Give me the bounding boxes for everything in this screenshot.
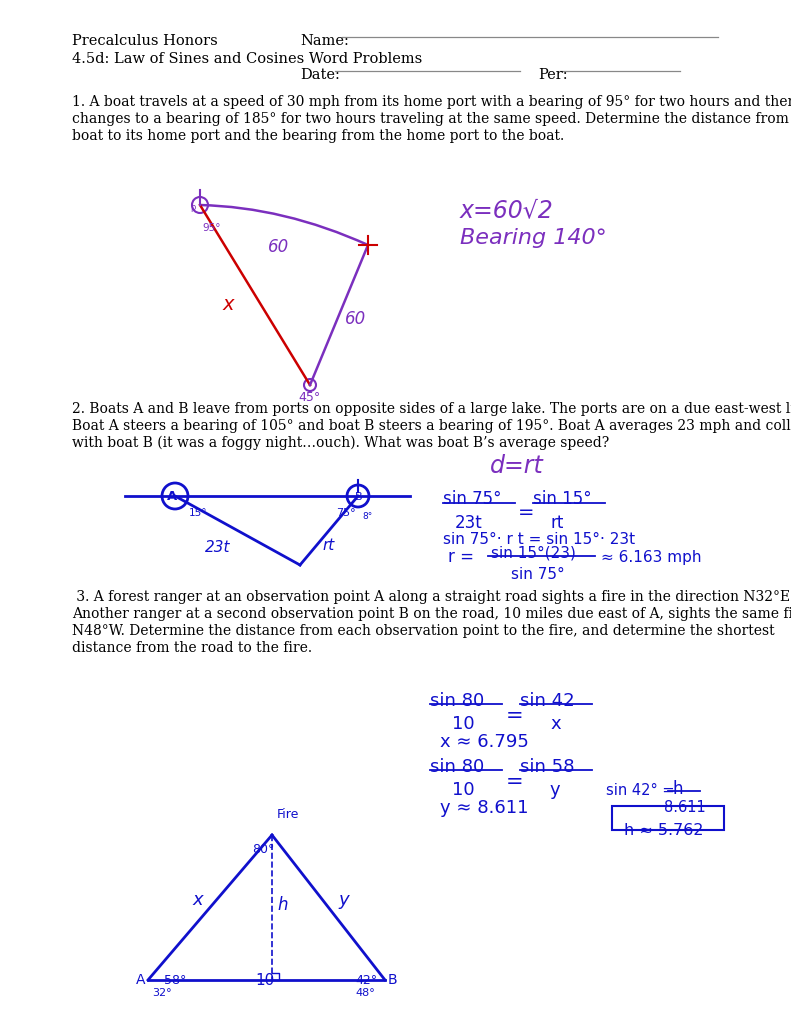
Text: 42°: 42° (355, 974, 377, 987)
Text: 45°: 45° (298, 391, 320, 404)
Text: sin 80: sin 80 (430, 692, 484, 710)
Text: x ≈ 6.795: x ≈ 6.795 (440, 733, 529, 751)
Text: d=rt: d=rt (490, 454, 543, 478)
Text: A: A (167, 490, 177, 504)
Text: 32°: 32° (152, 988, 172, 998)
Text: boat to its home port and the bearing from the home port to the boat.: boat to its home port and the bearing fr… (72, 129, 564, 143)
Text: 23t: 23t (455, 514, 483, 532)
Text: Another ranger at a second observation point B on the road, 10 miles due east of: Another ranger at a second observation p… (72, 607, 791, 621)
Text: Fire: Fire (277, 808, 299, 821)
Text: x: x (223, 295, 234, 314)
Text: 48°: 48° (355, 988, 375, 998)
Text: distance from the road to the fire.: distance from the road to the fire. (72, 641, 312, 655)
Text: Name:: Name: (300, 34, 349, 48)
Text: sin 42° =: sin 42° = (606, 783, 675, 798)
Text: Per:: Per: (538, 68, 568, 82)
Text: ≈ 6.163 mph: ≈ 6.163 mph (601, 550, 702, 565)
Text: x=60√2: x=60√2 (460, 198, 554, 222)
Text: Precalculus Honors: Precalculus Honors (72, 34, 218, 48)
Text: N48°W. Determine the distance from each observation point to the fire, and deter: N48°W. Determine the distance from each … (72, 624, 774, 638)
Text: 60: 60 (345, 310, 366, 328)
Text: 95°: 95° (202, 223, 221, 233)
Text: changes to a bearing of 185° for two hours traveling at the same speed. Determin: changes to a bearing of 185° for two hou… (72, 112, 791, 126)
Text: 75°: 75° (336, 508, 356, 518)
Text: sin 58: sin 58 (520, 758, 574, 776)
Text: 58°: 58° (164, 974, 187, 987)
Text: 10: 10 (452, 781, 475, 799)
Text: sin 75°: sin 75° (443, 490, 501, 508)
Text: 8.611: 8.611 (664, 800, 706, 815)
Text: with boat B (it was a foggy night…ouch). What was boat B’s average speed?: with boat B (it was a foggy night…ouch).… (72, 436, 609, 451)
Text: 1. A boat travels at a speed of 30 mph from its home port with a bearing of 95° : 1. A boat travels at a speed of 30 mph f… (72, 95, 791, 109)
Text: p: p (190, 203, 195, 212)
Text: x: x (550, 715, 561, 733)
Text: 60: 60 (268, 238, 290, 256)
Text: 23t: 23t (205, 540, 230, 555)
Text: 15°: 15° (189, 508, 207, 518)
FancyBboxPatch shape (612, 806, 724, 830)
Text: 8°: 8° (362, 512, 373, 521)
Text: =: = (506, 706, 524, 726)
Text: sin 15°: sin 15° (533, 490, 592, 508)
Text: 4.5d: Law of Sines and Cosines Word Problems: 4.5d: Law of Sines and Cosines Word Prob… (72, 52, 422, 66)
Text: 3. A forest ranger at an observation point A along a straight road sights a fire: 3. A forest ranger at an observation poi… (72, 590, 791, 604)
Text: sin 75°: sin 75° (511, 567, 565, 582)
Text: 10: 10 (452, 715, 475, 733)
Text: B: B (388, 973, 398, 987)
Text: y: y (338, 891, 349, 909)
Text: 2. Boats A and B leave from ports on opposite sides of a large lake. The ports a: 2. Boats A and B leave from ports on opp… (72, 402, 791, 416)
Text: Boat A steers a bearing of 105° and boat B steers a bearing of 195°. Boat A aver: Boat A steers a bearing of 105° and boat… (72, 419, 791, 433)
Text: 10: 10 (255, 973, 274, 988)
Text: =: = (506, 772, 524, 792)
Text: h: h (672, 780, 683, 798)
Text: rt: rt (322, 538, 335, 553)
Text: =: = (518, 503, 535, 522)
Text: sin 75°· r t = sin 15°· 23t: sin 75°· r t = sin 15°· 23t (443, 532, 635, 547)
Text: sin 80: sin 80 (430, 758, 484, 776)
Text: y: y (550, 781, 561, 799)
Text: sin 15°(23): sin 15°(23) (491, 545, 576, 560)
Text: x: x (192, 891, 202, 909)
Text: sin 42: sin 42 (520, 692, 574, 710)
Text: Date:: Date: (300, 68, 340, 82)
Text: h ≈ 5.762: h ≈ 5.762 (624, 823, 703, 838)
Text: h: h (277, 896, 287, 914)
Text: B: B (355, 492, 362, 502)
Text: r =: r = (448, 548, 474, 566)
Text: rt: rt (550, 514, 563, 532)
Text: y ≈ 8.611: y ≈ 8.611 (440, 799, 528, 817)
Text: 80°: 80° (252, 843, 274, 856)
Text: Bearing 140°: Bearing 140° (460, 228, 607, 248)
Text: A: A (136, 973, 146, 987)
